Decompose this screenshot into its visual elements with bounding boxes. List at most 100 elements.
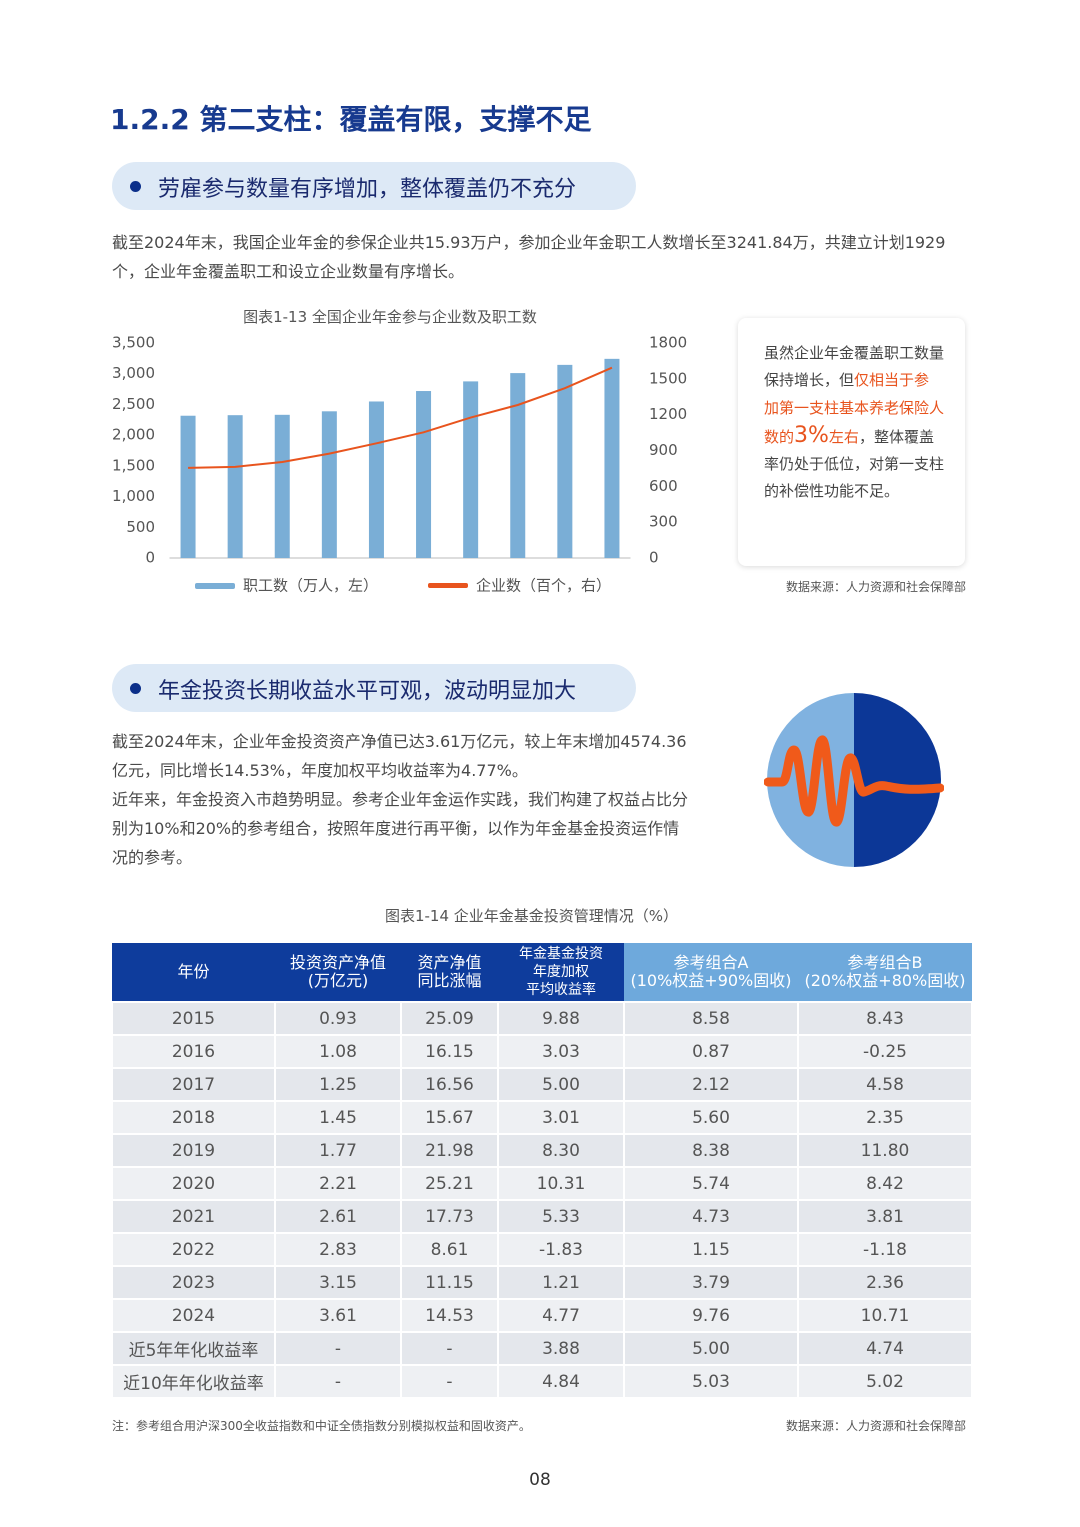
table-cell: 4.58: [797, 1067, 973, 1102]
legend-label: 企业数（百个，右）: [476, 577, 611, 595]
table-cell: 1.77: [274, 1133, 402, 1168]
table-cell: 16.56: [400, 1067, 499, 1102]
section-title: 年金投资长期收益水平可观，波动明显加大: [158, 679, 577, 704]
table-source: 数据来源：人力资源和社会保障部: [785, 1419, 966, 1433]
table-cell: 25.09: [400, 1001, 499, 1036]
bar: [227, 415, 243, 558]
table-cell: 5.03: [623, 1364, 799, 1399]
table-cell: 5.00: [497, 1067, 625, 1102]
table: 年份 投资资产净值 (万亿元) 资产净值 同比涨幅 年金基金投资 年度加权 平均收益率 参考组合…: [111, 943, 973, 1399]
y2-tick-label: 900: [649, 441, 678, 459]
table-cell: -: [400, 1364, 499, 1399]
y-tick-label: 2,500: [112, 395, 155, 413]
table-cell: 2016: [111, 1034, 276, 1069]
table-cell: 3.81: [797, 1199, 973, 1234]
header-line: 参考组合A: [673, 953, 749, 972]
paragraph: 截至2024年末，我国企业年金的参保企业共15.93万户，参加企业年金职工人数增…: [112, 233, 946, 281]
chart-source: 数据来源：人力资源和社会保障部: [785, 580, 966, 594]
table-cell: 1.21: [497, 1265, 625, 1300]
y-tick-label: 3,000: [112, 364, 155, 382]
table-cell: 2018: [111, 1100, 276, 1135]
chart-title: 图表1-13 全国企业年金参与企业数及职工数: [243, 308, 537, 326]
table-cell: 5.33: [497, 1199, 625, 1234]
callout-segment: ，整体覆盖率仍处于低位，对第一支柱的补偿性功能不足。: [764, 427, 945, 501]
table-cell: 2.21: [274, 1166, 402, 1201]
callout-segment: 虽然企业年金覆盖职工数量保持增长，但: [764, 344, 945, 390]
table-cell: 11.80: [797, 1133, 973, 1168]
bar: [510, 373, 526, 558]
table-row: 2015 0.93 25.09 9.88 8.58 8.43: [111, 1001, 973, 1036]
table-cell: 8.58: [623, 1001, 799, 1036]
header-line: 投资资产净值: [289, 953, 386, 972]
y-tick-label: 3,500: [112, 334, 155, 352]
callout-box: 虽然企业年金覆盖职工数量保持增长，但仅相当于参加第一支柱基本养老保险人数的3%左…: [738, 318, 965, 566]
header-line: 年份: [177, 962, 210, 981]
bar: [416, 391, 432, 558]
bullet: [130, 683, 141, 694]
table-cell: 21.98: [400, 1133, 499, 1168]
header-line: 年度加权: [533, 964, 589, 980]
table-cell: 4.77: [497, 1298, 625, 1333]
table-row: 2019 1.77 21.98 8.30 8.38 11.80: [111, 1133, 973, 1168]
bar: [368, 401, 384, 558]
wave-icon: [764, 693, 944, 867]
table-header-cell: 投资资产净值 (万亿元): [275, 943, 401, 1002]
bar: [321, 411, 337, 558]
header-line: 年金基金投资: [519, 946, 603, 962]
table-cell: 2023: [111, 1265, 276, 1300]
header-line: 同比涨幅: [417, 971, 482, 990]
y2-tick-label: 0: [649, 549, 659, 567]
table-cell: -1.83: [497, 1232, 625, 1267]
table-header-cell: 参考组合A (10%权益+90%固收): [624, 943, 798, 1002]
table-row: 2023 3.15 11.15 1.21 3.79 2.36: [111, 1265, 973, 1300]
table-cell: 2024: [111, 1298, 276, 1333]
y-tick-label: 2,000: [112, 426, 155, 444]
table-cell: -1.18: [797, 1232, 973, 1267]
y-tick-label: 0: [145, 549, 155, 567]
table-cell: 8.38: [623, 1133, 799, 1168]
table-cell: -: [400, 1331, 499, 1366]
table-note: 注：参考组合用沪深300全收益指数和中证全债指数分别模拟权益和固收资产。: [112, 1419, 531, 1433]
table-cell: -0.25: [797, 1034, 973, 1069]
table-cell: 2022: [111, 1232, 276, 1267]
table-row: 近5年年化收益率 - -3.88 5.00 4.74: [111, 1331, 973, 1366]
y-tick-label: 1,000: [112, 487, 155, 505]
header-line: (10%权益+90%固收): [630, 971, 792, 990]
table-cell: 3.03: [497, 1034, 625, 1069]
paragraph: 近年来，年金投资入市趋势明显。参考企业年金运作实践，我们构建了权益占比分别为10…: [112, 790, 689, 867]
table-cell: 16.15: [400, 1034, 499, 1069]
table-cell: 2017: [111, 1067, 276, 1102]
table-cell: 2.83: [274, 1232, 402, 1267]
table-cell: 3.88: [497, 1331, 625, 1366]
table-cell: 2020: [111, 1166, 276, 1201]
table-cell: 3.61: [274, 1298, 402, 1333]
table-cell: 5.60: [623, 1100, 799, 1135]
table-cell: 9.76: [623, 1298, 799, 1333]
table-cell: 4.73: [623, 1199, 799, 1234]
table-cell: 8.61: [400, 1232, 499, 1267]
table-row: 2017 1.25 16.56 5.00 2.12 4.58: [111, 1067, 973, 1102]
table-title: 图表1-14 企业年金基金投资管理情况（%）: [384, 907, 679, 925]
table-cell: 1.25: [274, 1067, 402, 1102]
header-line: 参考组合B: [847, 953, 923, 972]
callout-segment: 左右: [828, 427, 859, 446]
header-line: 平均收益率: [526, 982, 596, 998]
table-cell: 5.74: [623, 1166, 799, 1201]
bar: [463, 381, 479, 558]
table-cell: 10.71: [797, 1298, 973, 1333]
table-cell: 8.43: [797, 1001, 973, 1036]
table-cell: 5.02: [797, 1364, 973, 1399]
table-row: 2022 2.83 8.61 -1.83 1.15 -1.18: [111, 1232, 973, 1267]
table-cell: 17.73: [400, 1199, 499, 1234]
table-header-cell: 年份: [112, 943, 275, 1002]
section-pill: 年金投资长期收益水平可观，波动明显加大: [112, 664, 636, 712]
table-cell: 1.45: [274, 1100, 402, 1135]
table-cell: -: [274, 1364, 402, 1399]
table-header-row: 年份 投资资产净值 (万亿元) 资产净值 同比涨幅 年金基金投资 年度加权 平均收益率 参考组合…: [112, 943, 972, 1002]
table-row: 2020 2.21 25.21 10.31 5.74 8.42: [111, 1166, 973, 1201]
table-cell: 8.42: [797, 1166, 973, 1201]
table-cell: 4.74: [797, 1331, 973, 1366]
section-pill: 劳雇参与数量有序增加，整体覆盖仍不充分: [112, 162, 636, 210]
table-row: 2024 3.61 14.53 4.77 9.76 10.71: [111, 1298, 973, 1333]
